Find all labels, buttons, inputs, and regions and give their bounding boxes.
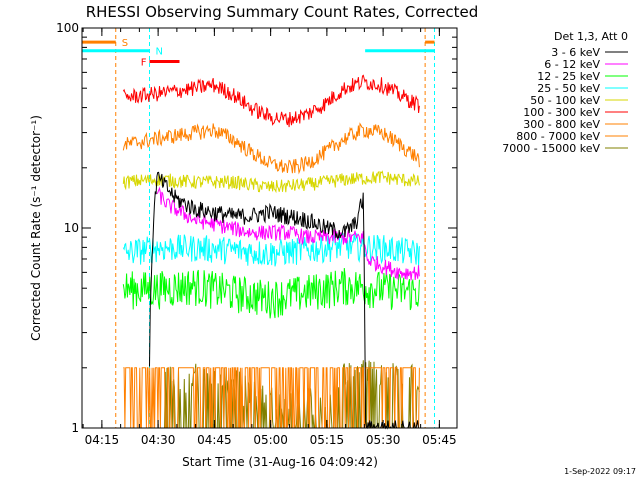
legend-label-4: 50 - 100 keV <box>530 94 600 107</box>
legend-label-1: 6 - 12 keV <box>544 58 600 71</box>
flag-label-f: F <box>141 57 147 68</box>
x-axis-label: Start Time (31-Aug-16 04:09:42) <box>182 455 378 469</box>
series-100-300-kev <box>122 74 420 128</box>
legend-header: Det 1,3, Att 0 <box>554 30 628 43</box>
series-25-50-kev <box>122 232 420 267</box>
x-tick-label-2: 04:45 <box>197 433 232 447</box>
flag-label-n: N <box>156 47 163 58</box>
legend-label-0: 3 - 6 keV <box>551 46 600 59</box>
y-tick-label-1: 10 <box>64 221 79 235</box>
series-300-800-kev <box>122 122 420 175</box>
series-50-100-kev <box>122 170 420 194</box>
x-tick-label-1: 04:30 <box>141 433 176 447</box>
x-tick-label-6: 05:45 <box>422 433 457 447</box>
y-axis-label: Corrected Count Rate (s⁻¹ detector⁻¹) <box>29 115 43 341</box>
x-tick-label-5: 05:30 <box>366 433 401 447</box>
x-tick-label-4: 05:15 <box>310 433 345 447</box>
flag-label-s: S <box>122 38 128 49</box>
date-stamp: 1-Sep-2022 09:17 <box>564 467 636 476</box>
legend-label-3: 25 - 50 keV <box>537 82 600 95</box>
series-3-6-kev <box>149 171 420 430</box>
legend-label-6: 300 - 800 keV <box>523 118 600 131</box>
legend-label-2: 12 - 25 keV <box>537 70 600 83</box>
y-tick-label-0: 1 <box>71 421 79 435</box>
x-tick-label-0: 04:15 <box>85 433 120 447</box>
legend-label-5: 100 - 300 keV <box>523 106 600 119</box>
y-tick-label-2: 100 <box>56 21 79 35</box>
x-tick-label-3: 05:00 <box>253 433 288 447</box>
legend-label-8: 7000 - 15000 keV <box>502 142 600 155</box>
chart-title: RHESSI Observing Summary Count Rates, Co… <box>86 3 479 21</box>
series-800-7000-kev <box>123 367 420 429</box>
series-12-25-kev <box>122 267 420 319</box>
series-6-12-kev <box>156 186 420 281</box>
legend-label-7: 800 - 7000 keV <box>516 130 600 143</box>
